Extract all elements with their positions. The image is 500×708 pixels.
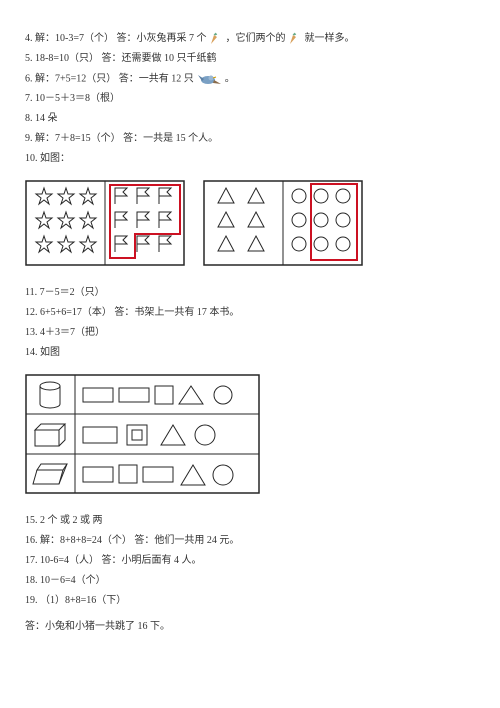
carrot-icon [288, 32, 302, 46]
text: 就一样多。 [304, 33, 354, 44]
text: 10. 如图： [25, 153, 70, 164]
shape-classification-table [25, 374, 260, 494]
bird-icon [196, 70, 222, 88]
answer-line-17: 17. 10-6=4（人） 答：小明后面有 4 人。 [25, 552, 475, 570]
text: 7. 10－5＋3＝8（根） [25, 93, 120, 104]
triangles-circles-box [203, 180, 363, 266]
text: 15. 2 个 或 2 或 两 [25, 515, 103, 526]
text: 14. 如图 [25, 347, 60, 358]
answer-line-7: 7. 10－5＋3＝8（根） [25, 90, 475, 108]
answer-line-14: 14. 如图 [25, 344, 475, 362]
text: 17. 10-6=4（人） 答：小明后面有 4 人。 [25, 555, 201, 566]
text: ，它们两个的 [225, 33, 285, 44]
text: 12. 6+5+6=17（本） 答：书架上一共有 17 本书。 [25, 307, 239, 318]
text: 19. （1）8+8=16（下） [25, 595, 126, 606]
answer-line-11: 11. 7－5＝2（只） [25, 284, 475, 302]
text: 11. 7－5＝2（只） [25, 287, 105, 298]
text: 4. 解：10-3=7（个） 答：小灰兔再采 7 个 [25, 33, 206, 44]
answer-line-10: 10. 如图： [25, 150, 475, 168]
answer-line-13: 13. 4＋3＝7（把） [25, 324, 475, 342]
figure-10 [25, 180, 475, 266]
answer-line-5: 5. 18-8=10（只） 答：还需要做 10 只千纸鹤 [25, 50, 475, 68]
answer-line-15: 15. 2 个 或 2 或 两 [25, 512, 475, 530]
answer-line-8: 8. 14 朵 [25, 110, 475, 128]
text: 13. 4＋3＝7（把） [25, 327, 105, 338]
text: 6. 解：7+5=12（只） 答：一共有 12 只 [25, 73, 194, 84]
answer-line-6: 6. 解：7+5=12（只） 答：一共有 12 只 。 [25, 70, 475, 88]
figure-14 [25, 374, 475, 494]
answer-line-9: 9. 解：7＋8=15（个） 答：一共是 15 个人。 [25, 130, 475, 148]
answer-line-12: 12. 6+5+6=17（本） 答：书架上一共有 17 本书。 [25, 304, 475, 322]
answer-line-16: 16. 解：8+8+8=24（个） 答：他们一共用 24 元。 [25, 532, 475, 550]
answer-line-19: 19. （1）8+8=16（下） [25, 592, 475, 610]
answer-line-4: 4. 解：10-3=7（个） 答：小灰兔再采 7 个 ，它们两个的 就一样多。 [25, 30, 475, 48]
text: 9. 解：7＋8=15（个） 答：一共是 15 个人。 [25, 133, 218, 144]
answer-line-18: 18. 10－6=4（个） [25, 572, 475, 590]
text: 8. 14 朵 [25, 113, 58, 124]
answer-line-20: 答：小兔和小猪一共跳了 16 下。 [25, 618, 475, 636]
carrot-icon [209, 32, 223, 46]
text: 18. 10－6=4（个） [25, 575, 106, 586]
text: 16. 解：8+8+8=24（个） 答：他们一共用 24 元。 [25, 535, 239, 546]
text: 。 [225, 73, 235, 84]
stars-flags-box [25, 180, 185, 266]
text: 答：小兔和小猪一共跳了 16 下。 [25, 621, 170, 632]
text: 5. 18-8=10（只） 答：还需要做 10 只千纸鹤 [25, 53, 216, 64]
